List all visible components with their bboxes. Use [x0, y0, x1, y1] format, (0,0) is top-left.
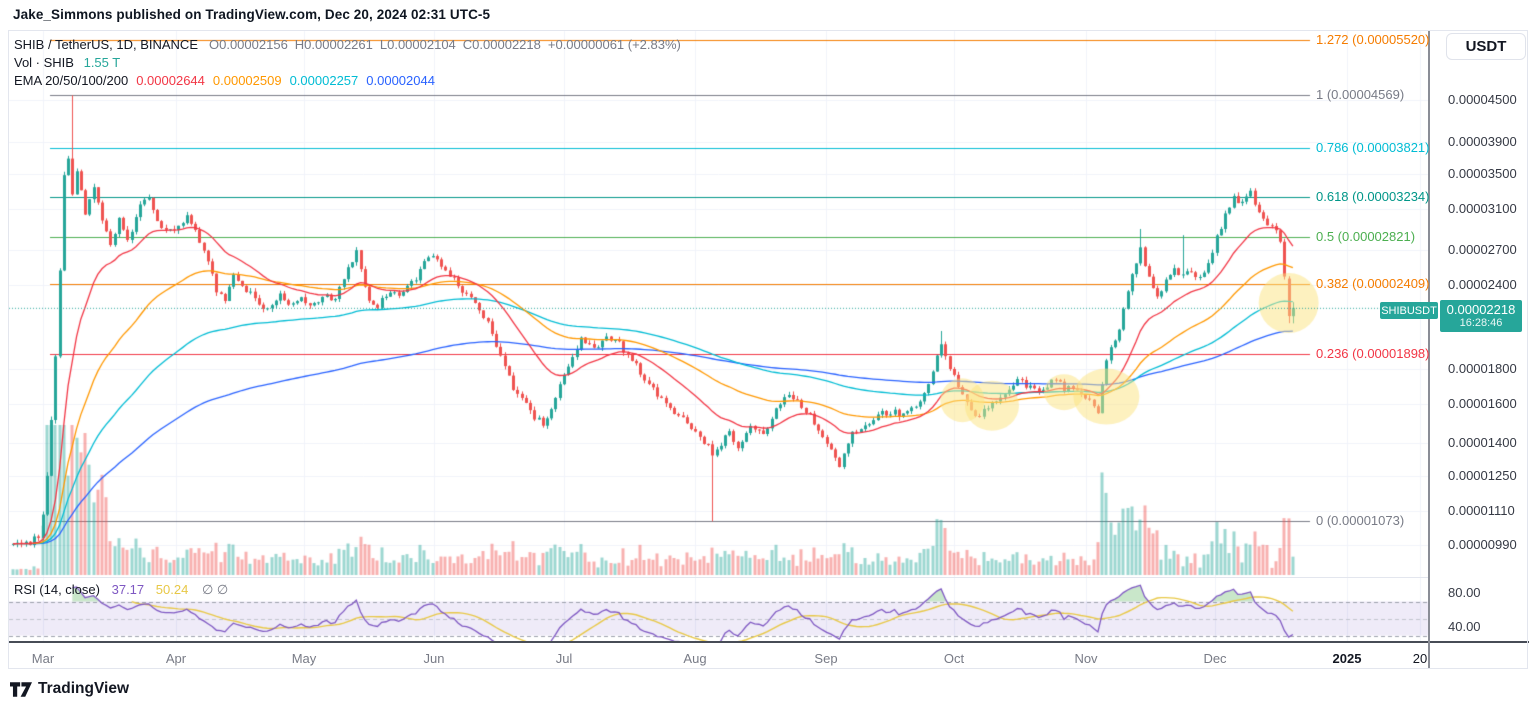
price-axis-label: 0.00002700 — [1448, 242, 1517, 258]
time-axis-label: Nov — [1074, 651, 1098, 666]
price-axis-label: 0.00000990 — [1448, 537, 1517, 552]
price-axis-label: 0.00001600 — [1448, 395, 1517, 411]
price-axis-label: 0.00004500 — [1448, 91, 1517, 107]
volume-legend: Vol · SHIB 1.55 T — [14, 55, 120, 70]
change-value: +0.00000061 (+2.83%) — [547, 37, 681, 52]
rsi-ma-value: 50.24 — [155, 582, 189, 597]
ohlc-value: O0.00002156 — [209, 37, 288, 52]
time-axis-label: May — [291, 651, 317, 666]
rsi-axis-label: 80.00 — [1448, 585, 1481, 600]
last-price-value: 0.00002218 — [1446, 302, 1516, 317]
ema-value: 0.00002044 — [366, 73, 435, 88]
time-axis-label: Mar — [31, 651, 55, 666]
price-chart-canvas[interactable] — [8, 30, 1428, 642]
ema-value: 0.00002509 — [212, 73, 282, 88]
tradingview-logo[interactable]: TradingView — [10, 680, 129, 698]
fib-level-label: 0 (0.00001073) — [1316, 513, 1405, 529]
time-axis-label: Sep — [814, 651, 838, 666]
price-axis-label: 0.00001800 — [1448, 361, 1517, 377]
time-axis-label: Dec — [1203, 651, 1227, 666]
price-axis-label: 0.00001400 — [1448, 435, 1517, 451]
byline: Jake_Simmons published on TradingView.co… — [13, 7, 491, 22]
volume-label: Vol · SHIB — [14, 55, 74, 70]
price-axis-label: 0.00001110 — [1448, 503, 1515, 519]
time-axis-label: Oct — [943, 651, 965, 666]
rsi-axis-label: 40.00 — [1448, 619, 1481, 634]
ema-label: EMA 20/50/100/200 — [14, 73, 129, 88]
tradingview-logo-icon — [10, 681, 32, 697]
ohlc-values: O0.00002156 H0.00002261 L0.00002104 C0.0000… — [202, 37, 541, 52]
fib-level-label: 1 (0.00004569) — [1316, 87, 1405, 103]
ema-legend: EMA 20/50/100/200 0.00002644 0.00002509 0.0… — [14, 73, 435, 88]
rsi-pane-separator — [8, 577, 1428, 578]
fib-level-label: 0.236 (0.00001898) — [1316, 345, 1430, 361]
currency-button[interactable]: USDT — [1446, 33, 1526, 60]
rsi-legend: RSI (14, close) 37.17 50.24 ∅ ∅ — [14, 582, 228, 597]
time-axis-separator — [8, 641, 1529, 643]
price-axis-label: 0.00002400 — [1448, 276, 1517, 292]
fib-level-label: 0.382 (0.00002409) — [1316, 275, 1430, 291]
ohlc-value: H0.00002261 — [294, 37, 373, 52]
rsi-empty-plots-icon: ∅ ∅ — [201, 582, 229, 597]
time-axis-label: Apr — [165, 651, 187, 666]
symbol-title: SHIB / TetherUS, 1D, BINANCE — [14, 37, 198, 52]
ohlc-value: L0.00002104 — [379, 37, 456, 52]
time-axis-label: Aug — [683, 651, 707, 666]
volume-value: 1.55 T — [83, 55, 121, 70]
ema-values: 0.00002644 0.00002509 0.00002257 0.00002044 — [128, 73, 435, 88]
rsi-value: 37.17 — [111, 582, 145, 597]
last-price-symbol-badge: SHIBUSDT — [1380, 302, 1438, 319]
symbol-legend: SHIB / TetherUS, 1D, BINANCE O0.00002156 H… — [14, 37, 681, 52]
price-axis-label: 0.00003100 — [1448, 201, 1517, 217]
countdown-timer: 16:28:46 — [1459, 317, 1503, 329]
time-axis-label: Jul — [555, 651, 573, 666]
price-axis-label: 0.00003500 — [1448, 165, 1517, 181]
fib-level-label: 0.618 (0.00003234) — [1316, 188, 1430, 204]
fib-level-label: 0.786 (0.00003821) — [1316, 139, 1430, 155]
fib-level-label: 1.272 (0.00005520) — [1316, 31, 1430, 47]
price-axis-separator[interactable] — [1428, 30, 1430, 669]
rsi-label: RSI (14, close) — [14, 582, 100, 597]
ema-value: 0.00002257 — [289, 73, 359, 88]
price-axis-label: 0.00001250 — [1448, 468, 1517, 484]
fib-level-label: 0.5 (0.00002821) — [1316, 229, 1416, 245]
time-axis-label: 20 — [1412, 651, 1428, 666]
time-axis-label: 2025 — [1332, 651, 1362, 666]
ema-value: 0.00002644 — [136, 73, 205, 88]
last-price-badge: 0.00002218 16:28:46 — [1440, 300, 1522, 332]
time-axis-label: Jun — [423, 651, 445, 666]
tradingview-logo-text: TradingView — [38, 680, 130, 697]
ohlc-value: C0.00002218 — [462, 37, 541, 52]
price-axis-label: 0.00003900 — [1448, 133, 1517, 149]
